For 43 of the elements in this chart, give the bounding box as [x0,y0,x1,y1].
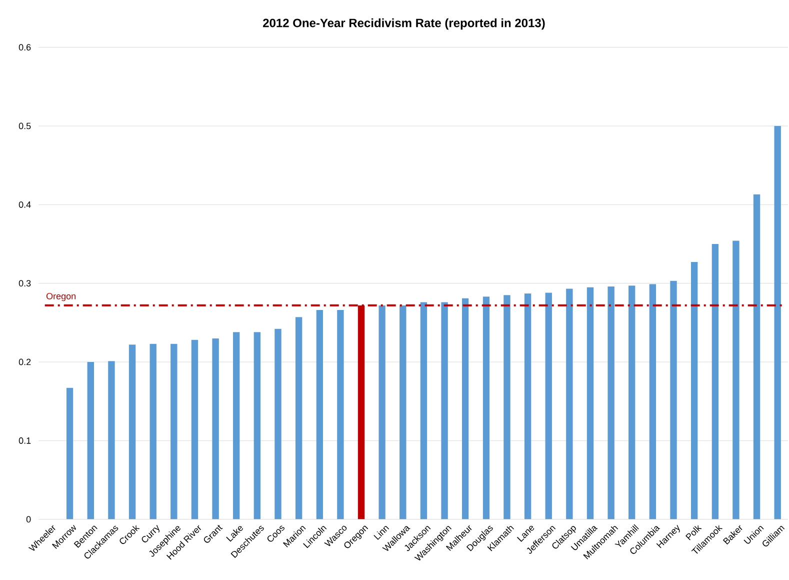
bar [420,302,428,520]
bar [170,344,178,520]
bar [212,338,219,520]
bar [670,280,677,520]
bar [482,296,490,520]
y-tick-label: 0.1 [18,437,31,444]
bar [274,328,282,520]
bar [753,194,760,520]
bar [774,126,781,520]
y-tick-label: 0.5 [18,122,31,130]
bar [66,388,74,520]
y-tick-label: 0.4 [18,201,31,208]
bar [462,298,469,520]
bar [254,332,261,520]
y-tick-label: 0.3 [18,280,31,286]
bar [337,310,344,520]
bar [108,361,115,520]
bar [524,294,532,520]
chart-title: 2012 One-Year Recidivism Rate (reported in 2013) [263,18,545,30]
bar [690,262,698,520]
bar [504,295,510,520]
bar [712,244,718,520]
bar [150,344,156,520]
y-tick-label: 0.2 [18,358,31,366]
bar [545,292,552,520]
bar [191,340,198,520]
y-tick-label: 0.6 [18,44,31,50]
bar [732,240,740,520]
ref-line-label: Oregon [46,292,76,302]
bar [649,284,656,520]
bar [233,332,240,520]
bar [608,286,614,520]
bar [400,305,406,520]
bar [128,344,136,520]
bar [566,288,573,520]
bar [441,302,448,520]
bar [586,287,594,520]
bar [295,317,302,520]
bar [87,362,94,520]
bar [378,305,386,520]
y-tick-label: 0 [26,516,31,522]
bar [628,286,636,520]
bar [316,310,323,520]
